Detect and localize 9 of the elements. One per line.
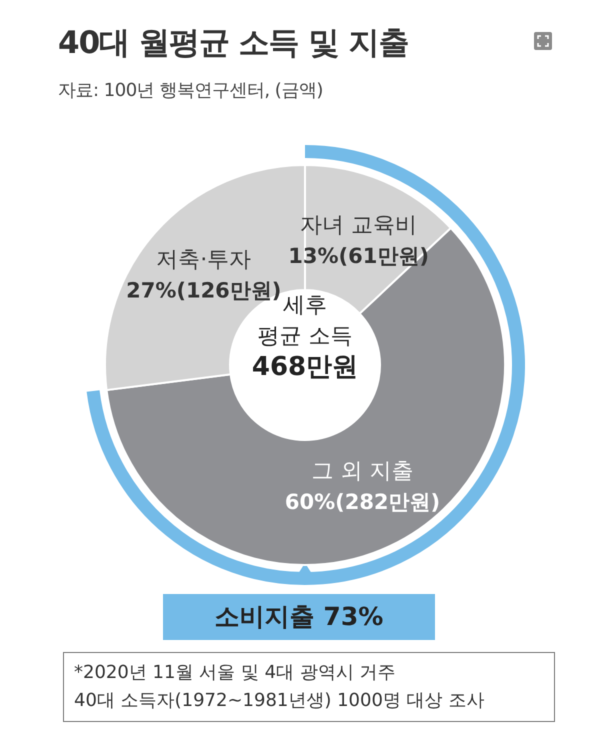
chart-subtitle: 자료: 100년 행복연구센터, (금액): [58, 79, 323, 102]
data-label: 60%(282만원): [284, 490, 440, 514]
slice-label: 자녀 교육비: [300, 213, 418, 238]
data-label: 13%(61만원): [288, 244, 429, 268]
slice-label: 저축·투자: [156, 248, 252, 273]
text: *2020년 11월 서울 및 4대 광역시 거주 40대 소득자(1972~1981년생) 1000명 대상 조사: [63, 652, 555, 722]
chart-title: 40대 월평균 소득 및 지출: [58, 24, 408, 63]
slice-label: 그 외 지출: [311, 459, 414, 484]
text: 소비지출 73%: [163, 594, 435, 640]
